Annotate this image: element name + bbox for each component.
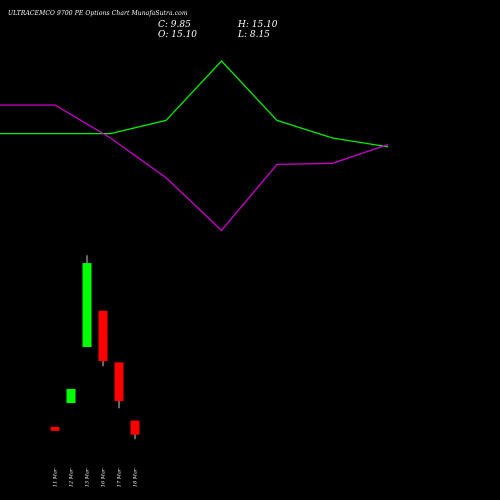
candle-body xyxy=(50,426,60,431)
x-tick-label: 18 Mar xyxy=(133,468,139,487)
candle-body xyxy=(82,263,92,347)
x-tick-label: 12 Mar xyxy=(69,468,75,487)
open-value: O: 15.10 xyxy=(158,30,198,40)
candle-body xyxy=(66,388,76,404)
candle-body xyxy=(98,310,108,362)
indicator-line-1 xyxy=(0,60,389,148)
close-value: C: 9.85 xyxy=(158,20,191,30)
high-value: H: 15.10 xyxy=(238,20,278,30)
candle-body xyxy=(130,420,140,435)
low-value: L: 8.15 xyxy=(238,30,270,40)
x-tick-label: 17 Mar xyxy=(117,468,123,487)
x-tick-label: 16 Mar xyxy=(101,468,107,487)
x-tick-label: 13 Mar xyxy=(85,468,91,487)
x-tick-label: 11 Mar xyxy=(53,468,59,487)
chart-title: ULTRACEMCO 9700 PE Options Chart MunafaS… xyxy=(8,10,188,17)
indicator-line-2 xyxy=(0,104,389,232)
candle-body xyxy=(114,362,124,402)
